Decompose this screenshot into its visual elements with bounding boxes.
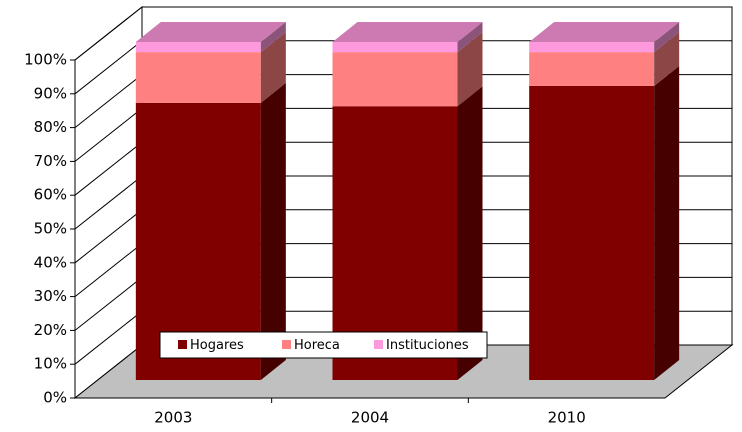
bar-segment bbox=[332, 42, 458, 53]
bar-segment bbox=[135, 42, 261, 53]
bar-segment bbox=[135, 52, 261, 103]
y-tick-label: 0% bbox=[43, 389, 67, 407]
bar-segment bbox=[332, 52, 458, 107]
legend-swatch bbox=[374, 340, 383, 349]
y-tick-label: 10% bbox=[34, 355, 67, 373]
legend-label: Horeca bbox=[294, 338, 340, 353]
legend-label: Instituciones bbox=[386, 338, 469, 353]
bar-side bbox=[654, 22, 680, 53]
x-tick-label: 2003 bbox=[154, 409, 192, 427]
legend-label: Hogares bbox=[190, 338, 244, 353]
legend-box bbox=[159, 331, 488, 359]
bar-side bbox=[260, 32, 286, 103]
legend-swatch bbox=[282, 340, 291, 349]
bar-side bbox=[260, 82, 286, 380]
y-tick-label: 40% bbox=[34, 253, 67, 271]
x-tick-label: 2004 bbox=[351, 409, 389, 427]
bar-segment bbox=[529, 52, 655, 86]
y-tick-label: 50% bbox=[34, 220, 67, 238]
bar-side bbox=[260, 22, 286, 53]
y-tick-label: 100% bbox=[24, 51, 67, 69]
bar-top bbox=[135, 22, 286, 42]
legend: Hogares Horeca Instituciones bbox=[159, 331, 488, 359]
bar-side bbox=[457, 22, 483, 53]
y-tick-label: 20% bbox=[34, 321, 67, 339]
bar-segment bbox=[529, 42, 655, 53]
x-tick-label: 2010 bbox=[548, 409, 586, 427]
bar-side bbox=[457, 32, 483, 107]
bar-side bbox=[654, 65, 680, 380]
legend-swatch bbox=[178, 340, 187, 349]
grid-line bbox=[74, 6, 732, 61]
y-tick-label: 80% bbox=[34, 118, 67, 136]
bar-side bbox=[457, 86, 483, 380]
y-tick-label: 90% bbox=[34, 84, 67, 102]
bar-top bbox=[529, 22, 680, 42]
y-tick-label: 30% bbox=[34, 287, 67, 305]
y-tick-label: 70% bbox=[34, 152, 67, 170]
bar-side bbox=[654, 32, 680, 86]
y-tick-label: 60% bbox=[34, 186, 67, 204]
bar-top bbox=[332, 22, 483, 42]
bar-segment bbox=[529, 85, 655, 380]
